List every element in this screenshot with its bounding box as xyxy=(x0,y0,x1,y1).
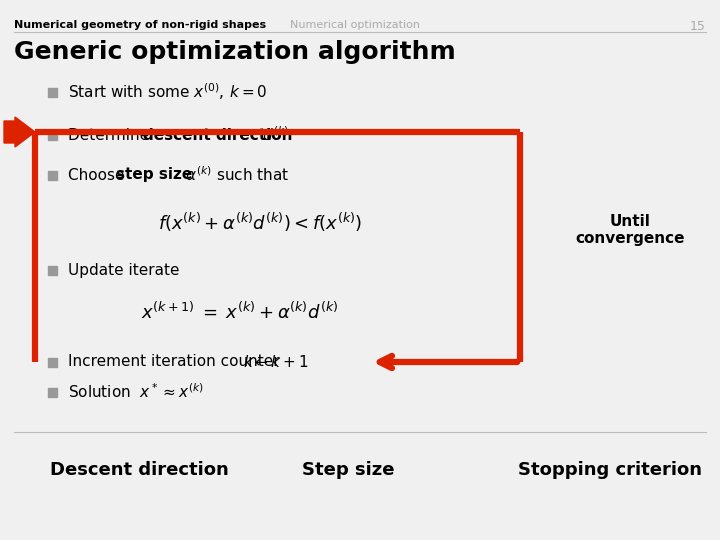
Text: Update iterate: Update iterate xyxy=(68,262,179,278)
Text: $f(x^{(k)} + \alpha^{(k)}d^{(k)}) < f(x^{(k)})$: $f(x^{(k)} + \alpha^{(k)}d^{(k)}) < f(x^… xyxy=(158,211,362,234)
Text: Descent direction: Descent direction xyxy=(50,461,229,479)
Bar xyxy=(48,266,56,274)
Text: Until
convergence: Until convergence xyxy=(575,214,685,246)
Text: step size: step size xyxy=(116,167,192,183)
Text: Step size: Step size xyxy=(302,461,395,479)
Bar xyxy=(48,357,56,367)
Text: Start with some $x^{(0)},\, k = 0$: Start with some $x^{(0)},\, k = 0$ xyxy=(68,82,267,103)
Text: $d^{(k)}$: $d^{(k)}$ xyxy=(253,126,289,144)
Text: Increment iteration counter: Increment iteration counter xyxy=(68,354,289,369)
Bar xyxy=(48,131,56,139)
Text: Numerical optimization: Numerical optimization xyxy=(290,20,420,30)
Bar xyxy=(48,87,56,97)
Bar xyxy=(48,171,56,179)
FancyArrow shape xyxy=(4,117,35,147)
Text: $k \leftarrow k+1$: $k \leftarrow k+1$ xyxy=(243,354,308,370)
Text: $x^{(k+1)} \;=\; x^{(k)} + \alpha^{(k)}d^{(k)}$: $x^{(k+1)} \;=\; x^{(k)} + \alpha^{(k)}d… xyxy=(141,301,338,322)
Text: Determine: Determine xyxy=(68,127,154,143)
Bar xyxy=(48,388,56,396)
Text: Solution  $x^* \approx x^{(k)}$: Solution $x^* \approx x^{(k)}$ xyxy=(68,383,204,401)
Text: Choose: Choose xyxy=(68,167,130,183)
Text: $\alpha^{(k)}$ such that: $\alpha^{(k)}$ such that xyxy=(176,166,289,184)
Text: descent direction: descent direction xyxy=(143,127,292,143)
Text: Generic optimization algorithm: Generic optimization algorithm xyxy=(14,40,456,64)
Text: Stopping criterion: Stopping criterion xyxy=(518,461,703,479)
Text: 15: 15 xyxy=(690,20,706,33)
Text: Numerical geometry of non-rigid shapes: Numerical geometry of non-rigid shapes xyxy=(14,20,266,30)
